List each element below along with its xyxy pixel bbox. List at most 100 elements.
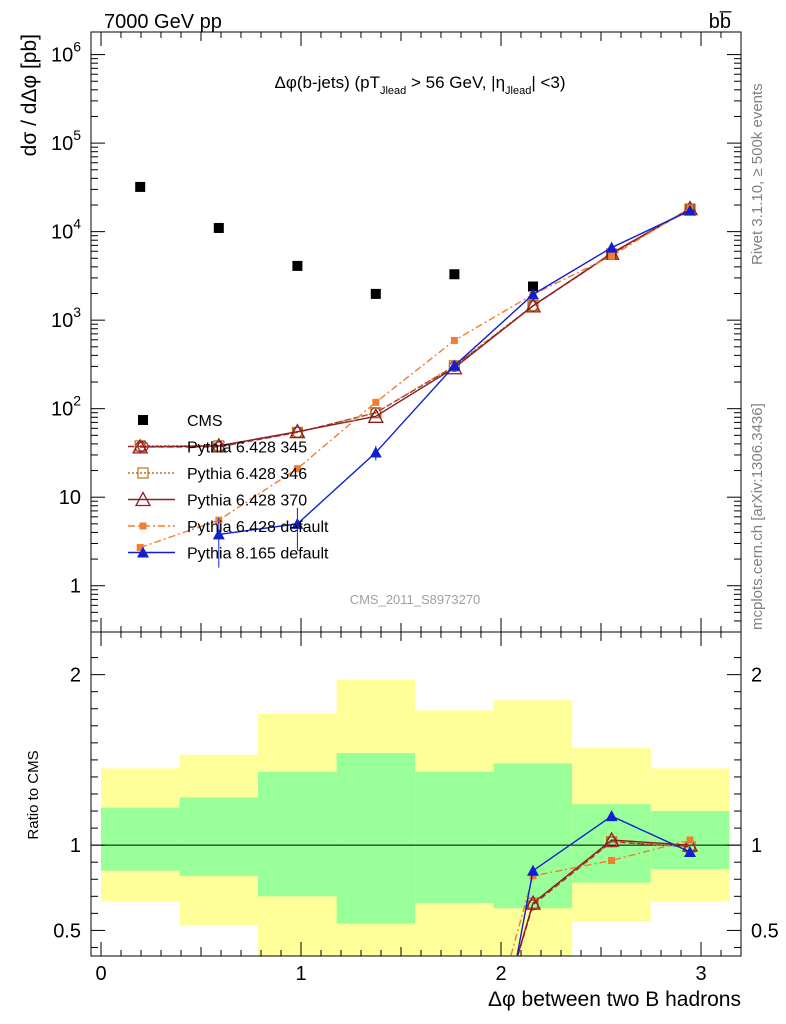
legend-marker <box>137 467 149 479</box>
legend-label: Pythia 8.165 default <box>187 546 329 563</box>
data-point <box>608 252 616 260</box>
ratio-line <box>510 839 691 956</box>
data-point <box>369 446 382 458</box>
legend-label: CMS <box>187 413 223 430</box>
series-line <box>218 209 691 536</box>
y-tick-label: 1 <box>70 576 81 598</box>
header-process-label: bb̅ <box>709 10 732 33</box>
y-tick-label: 103 <box>51 304 81 332</box>
ratio-point <box>527 864 539 876</box>
y-tick-label: 105 <box>51 127 81 155</box>
ratio-y-axis-label: Ratio to CMS <box>25 750 42 839</box>
data-point <box>449 269 460 280</box>
data-point <box>135 181 146 192</box>
main-series-layer <box>132 181 699 568</box>
data-point <box>528 281 538 292</box>
ratio-point <box>605 810 618 822</box>
legend-entry: Pythia 6.428 default <box>128 519 329 536</box>
ratio-point <box>529 872 537 880</box>
data-point <box>527 288 539 300</box>
ratio-point <box>686 836 694 844</box>
data-point <box>212 528 225 540</box>
data-point <box>524 297 542 313</box>
uncertainty-band-inner <box>336 753 416 924</box>
data-point <box>291 517 304 529</box>
ratio-point <box>608 857 616 865</box>
ratio-y-tick-label-right: 2 <box>751 665 762 687</box>
legend-label: Pythia 6.428 370 <box>187 493 307 510</box>
ratio-point <box>524 894 542 910</box>
ratio-point <box>527 897 539 909</box>
data-point <box>450 336 458 344</box>
legend-label: Pythia 6.428 345 <box>187 440 307 457</box>
y-tick-label: 104 <box>51 216 81 244</box>
y-tick-label: 10 <box>59 487 81 509</box>
ratio-series-pythia-6-428-default <box>510 836 694 956</box>
legend-entry: Pythia 8.165 default <box>128 546 329 563</box>
mcplots-label: mcplots.cern.ch [arXiv:1306.3436] <box>749 403 766 630</box>
series-line <box>140 208 691 447</box>
uncertainty-band-inner <box>179 797 258 876</box>
series-line <box>140 208 691 448</box>
data-point <box>132 438 149 454</box>
legend-marker <box>138 415 148 425</box>
uncertainty-band-inner <box>258 771 337 897</box>
x-tick-label: 2 <box>495 963 506 985</box>
data-point <box>684 204 696 216</box>
analysis-watermark: CMS_2011_S8973270 <box>350 592 481 607</box>
series-cms <box>135 181 695 299</box>
data-point <box>213 222 224 233</box>
ratio-panel: 0.5 0.5 1 1 2 2 0 1 2 3 <box>53 631 779 985</box>
x-tick-label: 3 <box>695 963 706 985</box>
plot-title: Δφ(b-jets) (pTJlead > 56 GeV, |ηJlead| <… <box>274 73 565 97</box>
uncertainty-band-inner <box>415 771 494 904</box>
main-y-axis-label: dσ / dΔφ [pb] <box>18 34 41 156</box>
data-point <box>372 398 380 406</box>
ratio-series-pythia-8-165-default <box>516 810 696 956</box>
legend-label: Pythia 6.428 346 <box>187 466 307 483</box>
series-line <box>139 207 691 549</box>
data-point <box>370 288 381 299</box>
ratio-line <box>516 839 691 956</box>
rivet-version-label: Rivet 3.1.10, ≥ 500k events <box>749 83 766 265</box>
data-point <box>605 241 618 253</box>
ratio-line <box>516 815 691 956</box>
x-tick-label: 1 <box>295 963 306 985</box>
data-point <box>292 260 303 271</box>
x-axis-label: Δφ between two B hadrons <box>488 988 741 1011</box>
legend-entry: CMS <box>138 413 223 430</box>
y-tick-label: 102 <box>51 393 81 421</box>
legend: CMS Pythia 6.428 345 Pythia 6.428 346 Pythi… <box>128 413 329 563</box>
main-frame <box>90 31 742 633</box>
legend-marker <box>139 522 147 530</box>
legend-entry: Pythia 6.428 346 <box>128 466 307 483</box>
ratio-y-tick-label-right: 0.5 <box>751 920 779 942</box>
legend-marker <box>137 546 149 558</box>
legend-marker <box>137 440 149 453</box>
data-point <box>136 544 144 552</box>
legend-marker <box>134 491 152 507</box>
uncertainty-band-inner <box>101 807 180 871</box>
legend-entry: Pythia 6.428 370 <box>128 491 307 510</box>
data-point <box>289 423 306 439</box>
ratio-bands <box>101 679 730 956</box>
data-point <box>210 437 227 453</box>
ratio-y-tick-label: 1 <box>70 835 81 857</box>
ratio-point <box>684 845 696 857</box>
ratio-point <box>603 831 620 847</box>
data-point <box>293 465 301 473</box>
uncertainty-band-inner <box>493 763 573 909</box>
y-tick-label: 106 <box>51 39 81 67</box>
data-point <box>527 300 539 312</box>
data-point <box>448 359 461 371</box>
ratio-y-tick-label-right: 1 <box>751 835 762 857</box>
series-pythia-8-165-default <box>212 204 696 568</box>
x-tick-label: 0 <box>95 963 106 985</box>
data-point <box>367 407 384 423</box>
header-beam-label: 7000 GeV pp <box>104 11 222 33</box>
ratio-series-layer <box>510 810 699 956</box>
legend-label: Pythia 6.428 default <box>187 519 329 536</box>
ratio-y-tick-label: 0.5 <box>53 920 81 942</box>
ratio-y-tick-label: 2 <box>70 665 81 687</box>
legend-entry: Pythia 6.428 345 <box>128 440 307 457</box>
